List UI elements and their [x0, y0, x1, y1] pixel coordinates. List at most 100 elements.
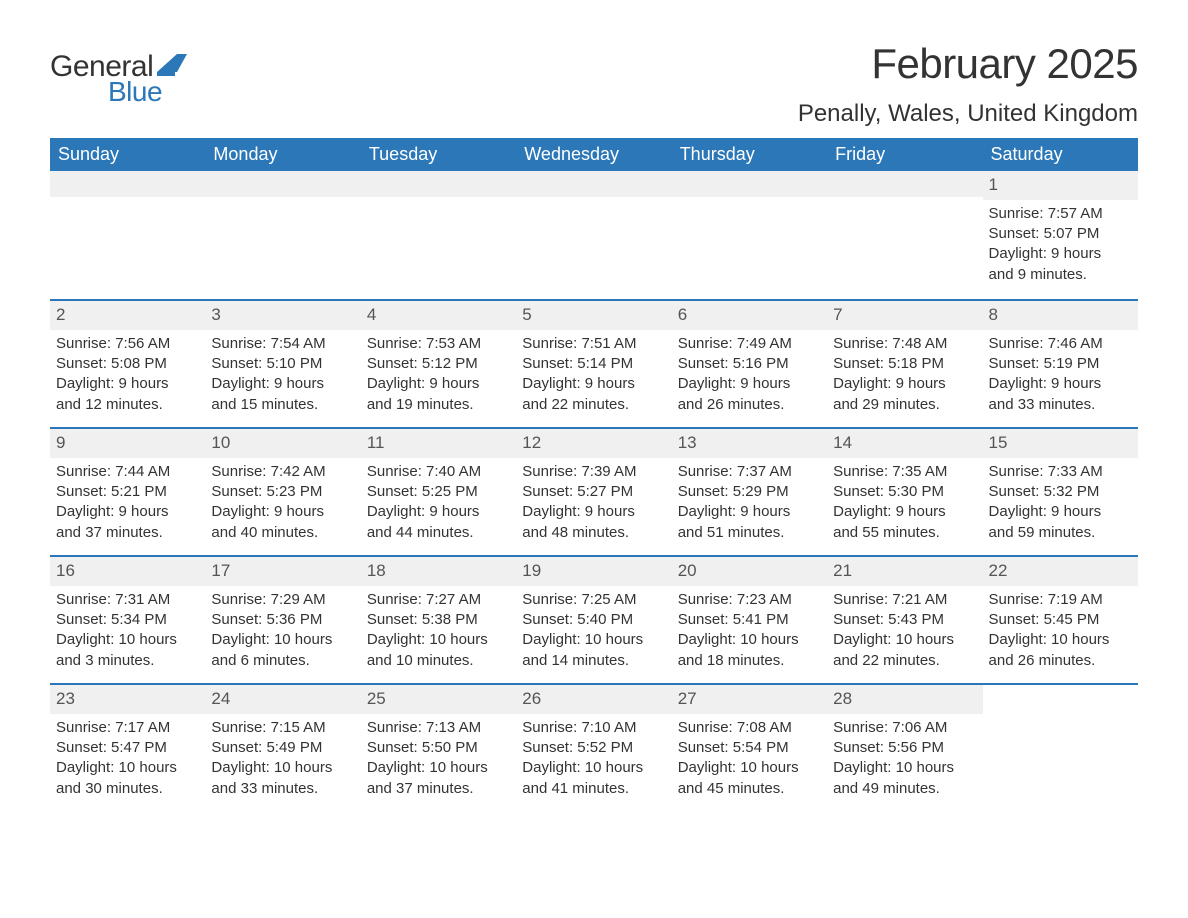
- day-day2: and 19 minutes.: [367, 395, 510, 415]
- day-day1: Daylight: 9 hours: [678, 502, 821, 522]
- day-sunset: Sunset: 5:52 PM: [522, 738, 665, 758]
- day-number: [205, 171, 360, 197]
- day-content: Sunrise: 7:31 AMSunset: 5:34 PMDaylight:…: [50, 586, 205, 681]
- day-cell: 14Sunrise: 7:35 AMSunset: 5:30 PMDayligh…: [827, 429, 982, 555]
- day-day1: Daylight: 9 hours: [367, 374, 510, 394]
- day-day1: Daylight: 10 hours: [522, 758, 665, 778]
- day-day1: Daylight: 9 hours: [989, 244, 1132, 264]
- day-sunrise: Sunrise: 7:23 AM: [678, 590, 821, 610]
- day-sunset: Sunset: 5:38 PM: [367, 610, 510, 630]
- day-content: Sunrise: 7:08 AMSunset: 5:54 PMDaylight:…: [672, 714, 827, 809]
- day-cell: 8Sunrise: 7:46 AMSunset: 5:19 PMDaylight…: [983, 301, 1138, 427]
- day-cell: [983, 685, 1138, 811]
- day-number: 18: [361, 557, 516, 586]
- day-sunset: Sunset: 5:30 PM: [833, 482, 976, 502]
- day-content: Sunrise: 7:23 AMSunset: 5:41 PMDaylight:…: [672, 586, 827, 681]
- day-content: Sunrise: 7:56 AMSunset: 5:08 PMDaylight:…: [50, 330, 205, 425]
- day-day1: Daylight: 10 hours: [522, 630, 665, 650]
- day-number: [983, 685, 1138, 711]
- day-day2: and 15 minutes.: [211, 395, 354, 415]
- day-number: 17: [205, 557, 360, 586]
- day-day2: and 33 minutes.: [989, 395, 1132, 415]
- weekday-header: Monday: [205, 138, 360, 171]
- day-day1: Daylight: 10 hours: [678, 758, 821, 778]
- day-sunrise: Sunrise: 7:49 AM: [678, 334, 821, 354]
- day-day1: Daylight: 9 hours: [211, 502, 354, 522]
- day-sunrise: Sunrise: 7:48 AM: [833, 334, 976, 354]
- day-number: 16: [50, 557, 205, 586]
- day-sunset: Sunset: 5:43 PM: [833, 610, 976, 630]
- day-cell: 3Sunrise: 7:54 AMSunset: 5:10 PMDaylight…: [205, 301, 360, 427]
- day-content: Sunrise: 7:46 AMSunset: 5:19 PMDaylight:…: [983, 330, 1138, 425]
- day-number: 13: [672, 429, 827, 458]
- day-cell: 13Sunrise: 7:37 AMSunset: 5:29 PMDayligh…: [672, 429, 827, 555]
- day-sunset: Sunset: 5:29 PM: [678, 482, 821, 502]
- day-number: 28: [827, 685, 982, 714]
- day-day1: Daylight: 9 hours: [56, 374, 199, 394]
- day-sunset: Sunset: 5:49 PM: [211, 738, 354, 758]
- day-cell: 21Sunrise: 7:21 AMSunset: 5:43 PMDayligh…: [827, 557, 982, 683]
- day-cell: [672, 171, 827, 299]
- day-sunrise: Sunrise: 7:13 AM: [367, 718, 510, 738]
- day-content: Sunrise: 7:54 AMSunset: 5:10 PMDaylight:…: [205, 330, 360, 425]
- day-content: Sunrise: 7:51 AMSunset: 5:14 PMDaylight:…: [516, 330, 671, 425]
- day-day2: and 22 minutes.: [833, 651, 976, 671]
- week-row: 16Sunrise: 7:31 AMSunset: 5:34 PMDayligh…: [50, 555, 1138, 683]
- day-sunset: Sunset: 5:50 PM: [367, 738, 510, 758]
- day-sunset: Sunset: 5:47 PM: [56, 738, 199, 758]
- day-sunrise: Sunrise: 7:08 AM: [678, 718, 821, 738]
- day-content: Sunrise: 7:06 AMSunset: 5:56 PMDaylight:…: [827, 714, 982, 809]
- weekday-header: Wednesday: [516, 138, 671, 171]
- day-cell: 10Sunrise: 7:42 AMSunset: 5:23 PMDayligh…: [205, 429, 360, 555]
- day-day2: and 9 minutes.: [989, 265, 1132, 285]
- day-day2: and 40 minutes.: [211, 523, 354, 543]
- day-number: 26: [516, 685, 671, 714]
- day-sunset: Sunset: 5:14 PM: [522, 354, 665, 374]
- day-day2: and 30 minutes.: [56, 779, 199, 799]
- day-content: Sunrise: 7:39 AMSunset: 5:27 PMDaylight:…: [516, 458, 671, 553]
- day-sunset: Sunset: 5:21 PM: [56, 482, 199, 502]
- day-number: 2: [50, 301, 205, 330]
- day-number: 24: [205, 685, 360, 714]
- day-number: 14: [827, 429, 982, 458]
- day-sunset: Sunset: 5:45 PM: [989, 610, 1132, 630]
- day-sunrise: Sunrise: 7:25 AM: [522, 590, 665, 610]
- day-cell: 17Sunrise: 7:29 AMSunset: 5:36 PMDayligh…: [205, 557, 360, 683]
- day-sunset: Sunset: 5:12 PM: [367, 354, 510, 374]
- day-number: 11: [361, 429, 516, 458]
- day-sunrise: Sunrise: 7:17 AM: [56, 718, 199, 738]
- day-sunrise: Sunrise: 7:46 AM: [989, 334, 1132, 354]
- day-day1: Daylight: 10 hours: [833, 630, 976, 650]
- day-day2: and 29 minutes.: [833, 395, 976, 415]
- day-day2: and 26 minutes.: [989, 651, 1132, 671]
- day-sunrise: Sunrise: 7:10 AM: [522, 718, 665, 738]
- weekday-header: Sunday: [50, 138, 205, 171]
- day-day1: Daylight: 9 hours: [522, 374, 665, 394]
- day-cell: 25Sunrise: 7:13 AMSunset: 5:50 PMDayligh…: [361, 685, 516, 811]
- day-cell: [50, 171, 205, 299]
- day-day1: Daylight: 10 hours: [211, 758, 354, 778]
- weekday-header: Tuesday: [361, 138, 516, 171]
- day-sunrise: Sunrise: 7:35 AM: [833, 462, 976, 482]
- day-sunset: Sunset: 5:36 PM: [211, 610, 354, 630]
- day-content: Sunrise: 7:37 AMSunset: 5:29 PMDaylight:…: [672, 458, 827, 553]
- day-cell: 20Sunrise: 7:23 AMSunset: 5:41 PMDayligh…: [672, 557, 827, 683]
- day-day2: and 22 minutes.: [522, 395, 665, 415]
- day-cell: 6Sunrise: 7:49 AMSunset: 5:16 PMDaylight…: [672, 301, 827, 427]
- day-content: Sunrise: 7:27 AMSunset: 5:38 PMDaylight:…: [361, 586, 516, 681]
- day-number: 23: [50, 685, 205, 714]
- day-number: [516, 171, 671, 197]
- day-content: Sunrise: 7:48 AMSunset: 5:18 PMDaylight:…: [827, 330, 982, 425]
- day-sunrise: Sunrise: 7:42 AM: [211, 462, 354, 482]
- day-cell: 11Sunrise: 7:40 AMSunset: 5:25 PMDayligh…: [361, 429, 516, 555]
- day-number: 20: [672, 557, 827, 586]
- day-number: 7: [827, 301, 982, 330]
- month-title: February 2025: [798, 40, 1138, 88]
- day-cell: 12Sunrise: 7:39 AMSunset: 5:27 PMDayligh…: [516, 429, 671, 555]
- header-row: General Blue February 2025 Penally, Wale…: [50, 40, 1138, 128]
- day-cell: 2Sunrise: 7:56 AMSunset: 5:08 PMDaylight…: [50, 301, 205, 427]
- day-content: Sunrise: 7:21 AMSunset: 5:43 PMDaylight:…: [827, 586, 982, 681]
- day-day2: and 6 minutes.: [211, 651, 354, 671]
- day-day1: Daylight: 10 hours: [367, 630, 510, 650]
- day-sunrise: Sunrise: 7:15 AM: [211, 718, 354, 738]
